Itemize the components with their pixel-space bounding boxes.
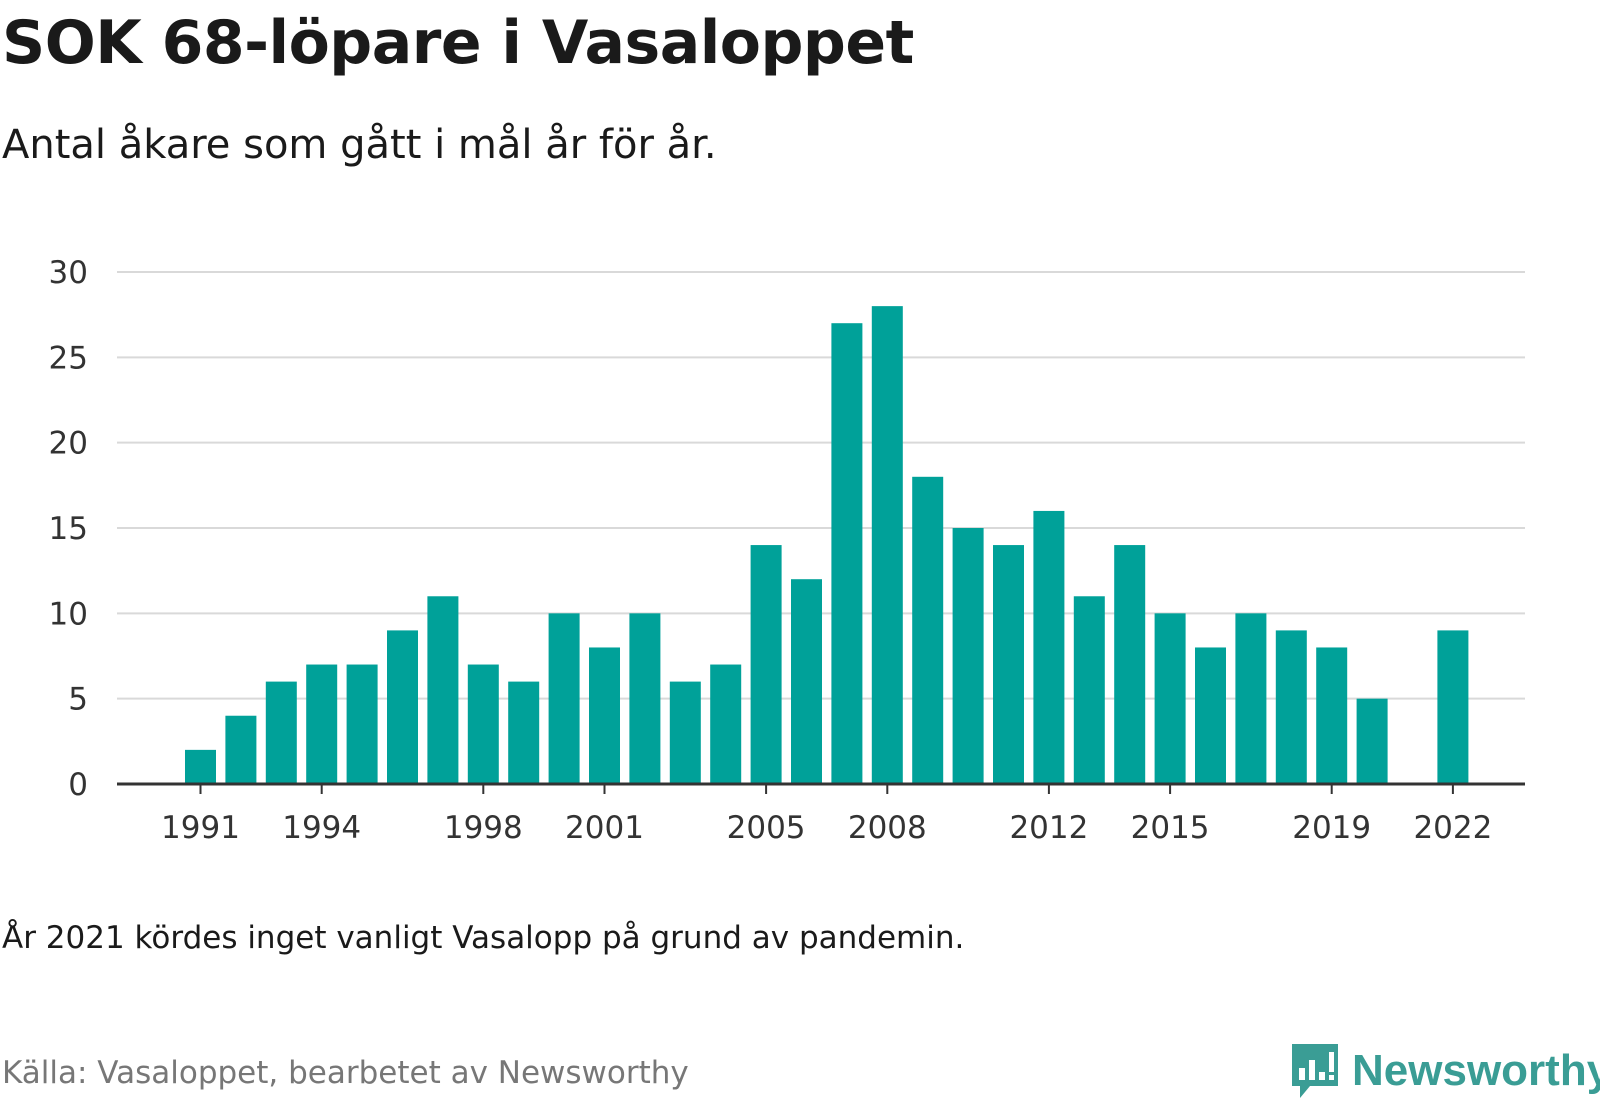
bar <box>1316 647 1348 784</box>
brand-logo: Newsworthy <box>1290 1042 1600 1100</box>
source-text: Källa: Vasaloppet, bearbetet av Newswort… <box>2 1055 689 1091</box>
bar <box>508 681 540 784</box>
bar-chart: 0 5 10 15 20 25 30 1991 1994 1998 2001 2005 2008 2012… <box>49 255 1525 846</box>
bar <box>387 630 418 784</box>
chart-subtitle: Antal åkare som gått i mål år för år. <box>2 122 717 168</box>
bar <box>225 715 257 784</box>
bar <box>467 664 499 784</box>
bar <box>1437 630 1469 784</box>
bar <box>1073 596 1105 784</box>
bar <box>265 681 297 784</box>
x-tick-label: 1994 <box>282 810 361 846</box>
x-tick-label: 2001 <box>565 810 644 846</box>
x-tick-label: 2022 <box>1413 810 1492 846</box>
bar <box>1235 613 1267 784</box>
y-tick-label: 10 <box>49 596 88 632</box>
bar <box>185 749 216 784</box>
bar <box>791 579 822 784</box>
bar <box>548 613 580 784</box>
brand-name: Newsworthy <box>1352 1046 1600 1095</box>
bar <box>346 664 378 784</box>
bar-chart-bubble-icon <box>1292 1044 1338 1098</box>
bar <box>669 681 701 784</box>
x-tick-label: 2012 <box>1009 810 1088 846</box>
y-tick-label: 5 <box>68 682 88 718</box>
bar <box>750 545 782 784</box>
bar <box>1356 698 1388 784</box>
bar <box>871 306 903 784</box>
bar <box>1114 545 1146 784</box>
bar <box>912 476 944 784</box>
y-tick-label: 20 <box>49 426 88 462</box>
bar <box>1275 630 1307 784</box>
bar <box>1195 647 1226 784</box>
bar <box>993 545 1024 784</box>
x-tick-label: 2008 <box>848 810 927 846</box>
y-tick-label: 25 <box>49 340 88 376</box>
x-tick-label: 2005 <box>727 810 806 846</box>
bar <box>952 528 984 784</box>
y-tick-label: 15 <box>49 511 88 547</box>
x-tick-label: 1991 <box>161 810 240 846</box>
chart-title: SOK 68-löpare i Vasaloppet <box>2 8 914 78</box>
bar <box>306 664 338 784</box>
x-tick-label: 1998 <box>444 810 523 846</box>
chart-note: År 2021 kördes inget vanligt Vasalopp på… <box>2 920 965 956</box>
bar <box>831 323 863 784</box>
bar <box>1033 510 1065 784</box>
y-tick-label: 0 <box>68 767 88 803</box>
bar <box>589 647 620 784</box>
x-tick-label: 2015 <box>1131 810 1210 846</box>
bar <box>427 596 459 784</box>
x-tick-label: 2019 <box>1292 810 1371 846</box>
bar <box>629 613 661 784</box>
bar <box>1154 613 1186 784</box>
bar <box>710 664 742 784</box>
y-tick-label: 30 <box>49 255 88 291</box>
